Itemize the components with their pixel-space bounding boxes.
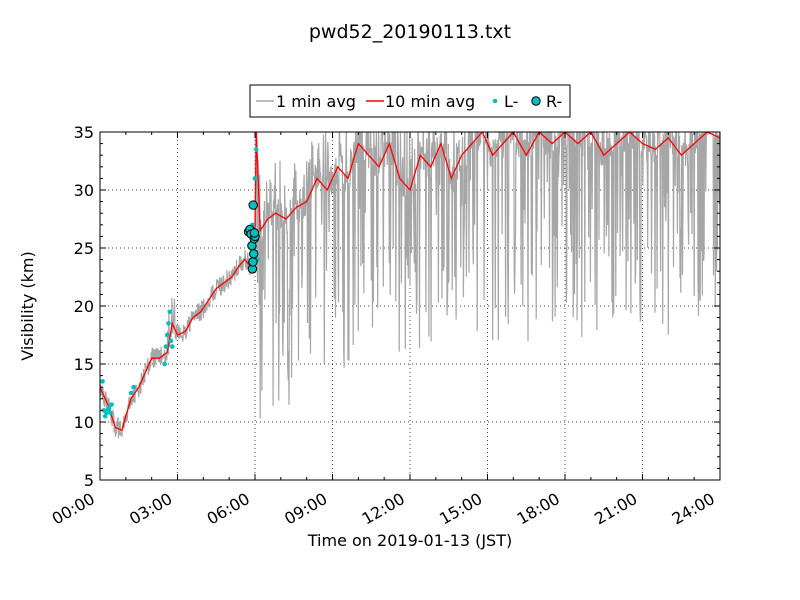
legend-swatch-l — [492, 98, 498, 104]
legend-box — [249, 84, 571, 118]
y-tick-label: 10 — [74, 413, 94, 432]
l-marker — [167, 309, 173, 315]
y-tick-label: 20 — [74, 297, 94, 316]
legend: 1 min avg 10 min avg L- R- — [249, 84, 571, 118]
l-marker — [131, 384, 136, 390]
l-marker — [168, 338, 174, 344]
l-marker — [162, 361, 167, 367]
chart-title: pwd52_20190113.txt — [309, 21, 511, 43]
l-marker — [106, 405, 112, 411]
y-tick-label: 30 — [74, 181, 94, 200]
series-10-min-avg-line — [100, 132, 720, 431]
r-marker — [249, 249, 259, 259]
r-marker — [248, 257, 258, 267]
l-marker — [170, 344, 175, 349]
legend-label-10-min-avg: 10 min avg — [385, 92, 475, 111]
legend-swatch-r — [531, 96, 541, 106]
l-marker — [102, 413, 108, 419]
y-tick-label: 15 — [74, 355, 94, 374]
l-marker — [108, 410, 113, 416]
l-marker — [166, 321, 171, 326]
legend-label-l: L- — [504, 92, 518, 111]
l-marker — [252, 176, 258, 181]
y-tick-label: 5 — [84, 471, 94, 490]
r-marker — [249, 228, 260, 238]
series-1-min-avg-line — [100, 132, 720, 439]
l-marker — [109, 402, 114, 407]
plot-area — [100, 132, 720, 439]
l-marker — [253, 147, 259, 152]
legend-label-r: R- — [546, 92, 562, 111]
y-tick-label: 35 — [74, 123, 94, 142]
l-marker — [163, 344, 169, 349]
l-marker — [164, 332, 170, 338]
y-tick-label: 25 — [74, 239, 94, 258]
l-marker — [128, 390, 134, 396]
legend-label-1-min-avg: 1 min avg — [276, 92, 356, 111]
l-marker — [100, 379, 105, 384]
x-axis-label: Time on 2019-01-13 (JST) — [307, 531, 512, 550]
y-axis-label: Visibility (km) — [18, 251, 37, 360]
r-marker — [248, 200, 258, 210]
